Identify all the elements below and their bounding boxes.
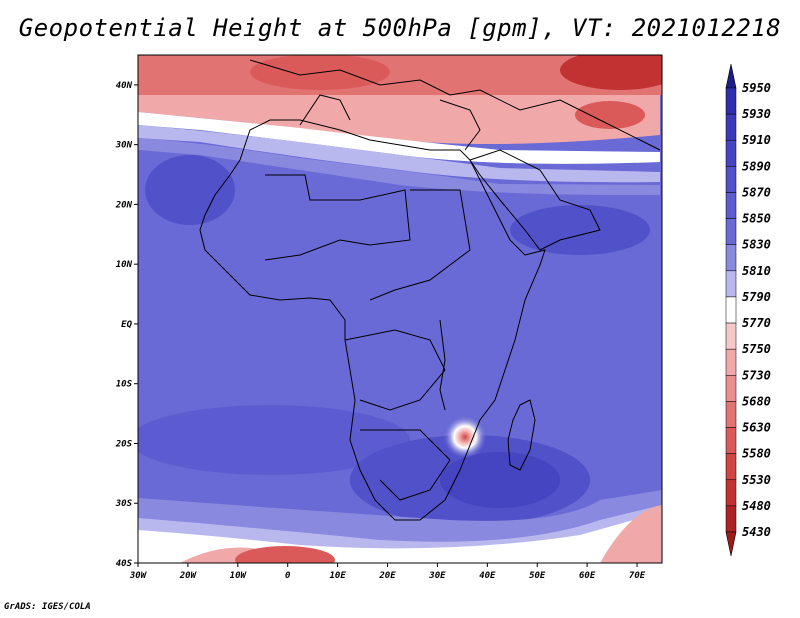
lat-tick-label: 30N: [115, 141, 133, 151]
lon-tick-label: 30E: [428, 571, 446, 581]
coastline-mediterranean: [249, 59, 661, 151]
lon-tick-label: 20E: [378, 571, 396, 581]
colorbar-label: 5890: [742, 159, 771, 173]
lat-tick-label: 10S: [116, 380, 133, 390]
colorbar-label: 5850: [742, 212, 771, 226]
colorbar-swatch: [725, 87, 737, 115]
field-trough-southwest: [235, 546, 335, 563]
colorbar: 5950 5930 5910 5890 5870 5850 5830 5810 5790 5770…: [725, 63, 771, 557]
field-hotspot-asia: [560, 55, 662, 90]
coastline-madagascar: [507, 399, 536, 471]
colorbar-label: 5430: [742, 525, 771, 539]
field-band-north-4: [138, 125, 660, 183]
lon-tick-label: 70E: [629, 571, 646, 581]
borders-central-africa: [344, 329, 446, 411]
field-band-north-3: [138, 112, 660, 164]
field-local-low: [443, 415, 487, 459]
coastline-sicily-region: [299, 94, 351, 126]
lat-tick-label: 10N: [116, 260, 133, 270]
colorbar-label: 5530: [742, 473, 771, 487]
geopotential-field: [138, 55, 662, 563]
latitude-axis: 40N 30N 20N 10N EQ 10S 20S 30S 40S: [115, 81, 138, 569]
colorbar-swatch: [725, 322, 737, 350]
map-title: Geopotential Height at 500hPa [gpm], VT:…: [18, 14, 782, 42]
colorbar-swatch: [725, 401, 737, 428]
colorbar-label: 5750: [742, 342, 771, 356]
colorbar-swatch: [725, 296, 737, 324]
lake-tanganyika-malawi: [439, 319, 446, 411]
colorbar-label: 5730: [742, 368, 771, 382]
lon-tick-label: 0: [285, 571, 291, 581]
colorbar-swatch: [725, 427, 737, 454]
colorbar-swatch: [725, 270, 737, 298]
coastline-africa: [199, 119, 546, 521]
field-hotspot-iran: [575, 101, 645, 129]
colorbar-label: 5680: [742, 394, 771, 408]
colorbar-swatch: [725, 479, 737, 507]
lon-tick-label: 10W: [230, 571, 248, 581]
colorbar-label: 5810: [742, 264, 771, 278]
field-high-northwest: [145, 155, 235, 225]
field-trough-southeast: [600, 505, 662, 563]
lat-tick-label: EQ: [121, 320, 132, 330]
lon-tick-label: 60E: [579, 571, 596, 581]
coastline-arabia: [469, 149, 601, 251]
lon-tick-label: 50E: [529, 571, 546, 581]
lat-tick-label: 40S: [116, 559, 133, 569]
colorbar-label: 5790: [742, 290, 771, 304]
field-high-arabia: [510, 205, 650, 255]
colorbar-swatch: [725, 113, 737, 141]
lat-tick-label: 30S: [115, 499, 133, 509]
borders-southern-africa: [360, 429, 451, 501]
colorbar-label: 5910: [742, 133, 771, 147]
colorbar-label: 5770: [742, 316, 771, 330]
colorbar-label: 5870: [742, 185, 771, 199]
lon-tick-label: 20W: [179, 571, 198, 581]
colorbar-swatch: [725, 375, 737, 402]
lon-tick-label: 10E: [329, 571, 346, 581]
colorbar-label: 5480: [742, 499, 771, 513]
colorbar-swatch: [725, 505, 737, 533]
colorbar-label: 5580: [742, 447, 771, 461]
colorbar-label: 5930: [742, 107, 771, 121]
colorbar-label: 5630: [742, 421, 771, 435]
borders-east-sahel: [369, 189, 471, 301]
coastline-levant: [439, 99, 481, 151]
colorbar-swatch: [725, 192, 737, 219]
coastlines: [199, 59, 661, 521]
longitude-axis: 30W 20W 10W 0 10E 20E 30E 40E 50E 60E 70E: [129, 563, 646, 581]
colorbar-swatch: [725, 166, 737, 193]
lat-tick-label: 40N: [116, 81, 133, 91]
lon-tick-label: 40E: [479, 571, 496, 581]
lon-tick-label: 30W: [129, 571, 148, 581]
colorbar-swatch: [725, 244, 737, 272]
borders-west-africa: [264, 174, 411, 261]
colorbar-swatch: [725, 139, 737, 167]
colorbar-swatch: [725, 348, 737, 376]
colorbar-label: 5950: [742, 81, 771, 95]
map-frame: [137, 54, 663, 564]
colorbar-bottom-arrow: [725, 531, 737, 557]
field-high-core: [440, 452, 560, 508]
colorbar-label: 5830: [742, 238, 771, 252]
field-band-north-5: [138, 138, 660, 196]
field-high-southatlantic: [138, 405, 410, 475]
colorbar-top-arrow: [725, 63, 737, 89]
lat-tick-label: 20S: [115, 439, 133, 449]
colorbar-swatch: [725, 218, 737, 245]
lat-tick-label: 20N: [115, 200, 133, 210]
credit-footer: GrADS: IGES/COLA: [4, 602, 91, 612]
colorbar-swatch: [725, 453, 737, 481]
